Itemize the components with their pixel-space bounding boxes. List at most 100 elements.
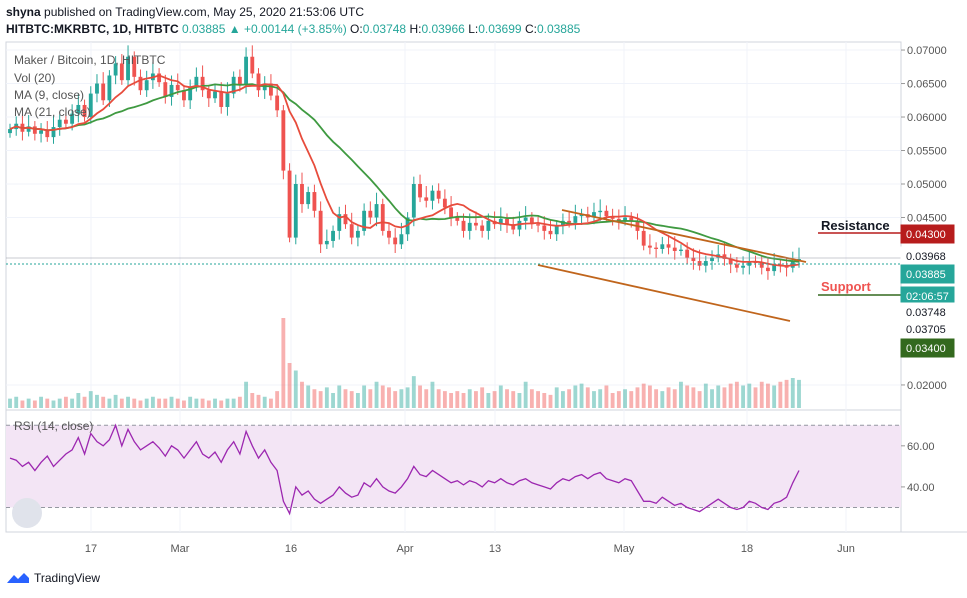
candle-body	[107, 75, 112, 101]
candle-body	[132, 56, 137, 77]
volume-bar	[747, 383, 752, 408]
legend-ma21: MA (21, close)	[14, 105, 91, 119]
candle-body	[213, 91, 217, 99]
candle-body	[480, 225, 485, 231]
candle-body	[393, 237, 398, 245]
volume-bar	[20, 400, 25, 408]
candle-body	[573, 216, 578, 223]
candle-body	[343, 214, 348, 225]
volume-bar	[213, 398, 217, 408]
candle-body	[790, 261, 795, 268]
volume-bar	[312, 389, 317, 408]
publish-info: published on TradingView.com, May 25, 20…	[44, 5, 365, 19]
candle-body	[362, 210, 367, 231]
author-name[interactable]: shyna	[6, 5, 41, 19]
volume-bar	[14, 396, 19, 408]
volume-bar	[579, 383, 584, 408]
rsi-band	[6, 425, 901, 508]
channel-lower-line	[537, 264, 791, 322]
volume-bar	[76, 393, 81, 408]
candle-body	[685, 249, 690, 258]
volume-bar	[567, 389, 572, 408]
rsi-tick-label: 60.00	[907, 441, 935, 453]
volume-bar	[119, 398, 124, 408]
support-label: Support	[821, 279, 871, 294]
volume-bar	[300, 381, 304, 408]
price-tag-label: 0.03748	[906, 307, 946, 319]
volume-bar	[772, 385, 777, 408]
volume-bar	[474, 391, 478, 408]
volume-bar	[95, 394, 99, 408]
candle-body	[498, 218, 503, 225]
candle-body	[616, 218, 621, 221]
volume-bar	[654, 389, 659, 408]
price-tick-label: 0.05500	[907, 146, 947, 158]
close-value: 0.03885	[536, 22, 581, 36]
candle-body	[691, 257, 696, 262]
low-value: 0.03699	[478, 22, 522, 36]
volume-bar	[200, 398, 205, 408]
volume-bar	[449, 393, 454, 408]
volume-bar	[480, 387, 485, 408]
candle-body	[225, 93, 230, 107]
candle-body	[486, 220, 491, 231]
candle-body	[505, 218, 509, 225]
candle-body	[163, 82, 168, 97]
candle-body	[399, 234, 404, 245]
volume-bar	[26, 398, 31, 408]
volume-bar	[442, 391, 447, 408]
candle-body	[194, 76, 199, 87]
volume-bar	[734, 381, 739, 408]
candle-body	[567, 220, 572, 223]
candle-body	[349, 224, 354, 238]
tradingview-logo[interactable]: TradingView	[6, 571, 100, 585]
candle-body	[144, 80, 149, 91]
volume-bar	[244, 381, 249, 408]
volume-bar	[275, 391, 280, 408]
volume-bar	[660, 391, 665, 408]
candle-body	[728, 259, 733, 265]
volume-bar	[374, 381, 379, 408]
volume-bar	[784, 379, 789, 408]
volume-bar	[82, 396, 87, 408]
legend-rsi: RSI (14, close)	[14, 419, 94, 433]
tradingview-logo-icon	[7, 573, 29, 583]
volume-bar	[132, 398, 137, 408]
high-label: H:	[409, 22, 422, 36]
volume-bar	[343, 389, 348, 408]
high-value: 0.03966	[421, 22, 465, 36]
time-tick-label: May	[614, 543, 635, 555]
candle-body	[654, 247, 659, 249]
volume-bar	[753, 387, 758, 408]
resistance-label: Resistance	[821, 218, 890, 233]
low-label: L:	[468, 22, 479, 36]
volume-bar	[169, 396, 174, 408]
channel-upper-line	[561, 209, 807, 263]
time-tick-label: Jun	[837, 543, 855, 555]
price-tick-label: 0.02000	[907, 380, 947, 392]
candle-body	[374, 204, 379, 218]
candle-body	[741, 265, 746, 268]
candle-body	[169, 84, 174, 97]
candle-body	[355, 230, 360, 238]
candle-body	[70, 113, 75, 124]
volume-bar	[32, 400, 37, 408]
volume-bar	[256, 394, 261, 408]
volume-bar	[691, 387, 696, 408]
volume-bar	[269, 398, 273, 408]
volume-bar	[380, 385, 385, 408]
candle-body	[529, 217, 534, 225]
time-tick-label: 13	[489, 543, 501, 555]
volume-bar	[523, 381, 528, 408]
candle-body	[39, 130, 43, 134]
volume-bar	[287, 363, 292, 408]
volume-bar	[45, 398, 50, 408]
last-price: 0.03885	[182, 22, 226, 36]
candle-body	[57, 119, 62, 128]
volume-bar	[262, 396, 267, 408]
volume-bar	[362, 385, 367, 408]
volume-bar	[554, 387, 559, 408]
volume-bar	[647, 385, 652, 408]
candle-body	[157, 73, 162, 83]
candle-body	[747, 261, 752, 266]
